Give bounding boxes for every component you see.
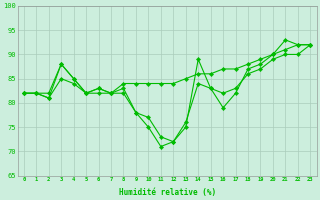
X-axis label: Humidité relative (%): Humidité relative (%) bbox=[118, 188, 216, 197]
